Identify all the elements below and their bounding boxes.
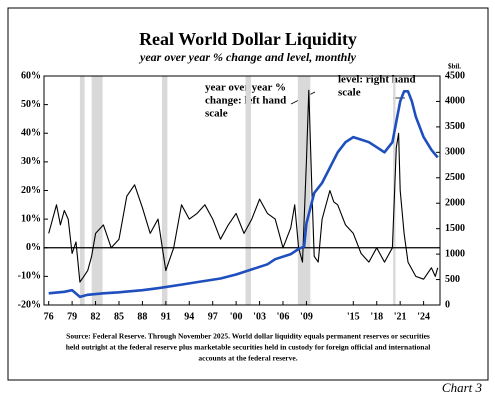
- y2-axis-label: $bil.: [448, 63, 461, 71]
- source-line: Source: Federal Reserve. Through Novembe…: [66, 332, 430, 341]
- y2-tick-label: 1000: [445, 248, 465, 259]
- y-tick-label: 0%: [26, 242, 41, 253]
- x-tick-label: '09: [300, 311, 313, 322]
- y2-tick-label: 4000: [445, 96, 465, 107]
- frame: [7, 7, 489, 381]
- y2-tick-label: 1500: [445, 223, 465, 234]
- y2-tick-label: 500: [445, 274, 460, 285]
- chart-title: Real World Dollar Liquidity: [139, 29, 357, 49]
- y-tick-label: -10%: [18, 271, 41, 282]
- x-tick-label: 97: [208, 311, 218, 322]
- recession-shade: [79, 76, 85, 305]
- x-tick-label: '18: [370, 311, 383, 322]
- y-tick-label: -20%: [18, 299, 41, 310]
- x-tick-label: 76: [44, 311, 54, 322]
- plot-frame: [43, 75, 441, 306]
- x-tick-label: 82: [91, 311, 101, 322]
- data-line: [48, 90, 439, 299]
- annotation-line: year over year %: [205, 82, 286, 94]
- y2-tick-label: 0: [445, 299, 450, 310]
- x-tick-label: '03: [253, 311, 266, 322]
- y-tick-label: 30%: [21, 156, 41, 167]
- source-line: accounts at the federal reserve.: [198, 354, 297, 363]
- x-tick-label: 91: [161, 311, 171, 322]
- x-tick-label: '15: [347, 311, 360, 322]
- y-tick-label: 50%: [21, 99, 41, 110]
- x-tick-label: '24: [417, 311, 430, 322]
- y-tick-label: 40%: [21, 128, 41, 139]
- y-tick-label: 60%: [21, 70, 41, 81]
- annotation-line: scale: [338, 87, 361, 99]
- x-tick-label: 94: [184, 311, 194, 322]
- y2-tick-label: 2500: [445, 172, 465, 183]
- recession-shade: [245, 76, 251, 305]
- x-tick-label: 79: [67, 311, 77, 322]
- x-tick-label: '00: [230, 311, 243, 322]
- chart-subtitle: year over year % change and level, month…: [138, 50, 357, 64]
- x-tick-label: '06: [277, 311, 290, 322]
- chart-note: Chart 3: [442, 380, 483, 395]
- x-tick-label: 88: [137, 311, 147, 322]
- y2-tick-label: 3000: [445, 147, 465, 158]
- x-tick-label: 85: [114, 311, 124, 322]
- y2-tick-label: 2000: [445, 198, 465, 209]
- source-line: held outright at the federal reserve plu…: [66, 343, 431, 352]
- y2-tick-label: 3500: [445, 121, 465, 132]
- recession-shade: [91, 76, 103, 305]
- y-tick-label: 20%: [21, 185, 41, 196]
- data-line: [48, 89, 439, 283]
- annotation-line: level: right hand: [338, 74, 416, 86]
- y2-tick-label: 4500: [445, 70, 465, 81]
- y-tick-label: 10%: [21, 213, 41, 224]
- x-tick-label: '21: [394, 311, 407, 322]
- annotation-line: scale: [205, 108, 228, 120]
- plot-area: [43, 75, 441, 306]
- recession-shade: [161, 76, 168, 305]
